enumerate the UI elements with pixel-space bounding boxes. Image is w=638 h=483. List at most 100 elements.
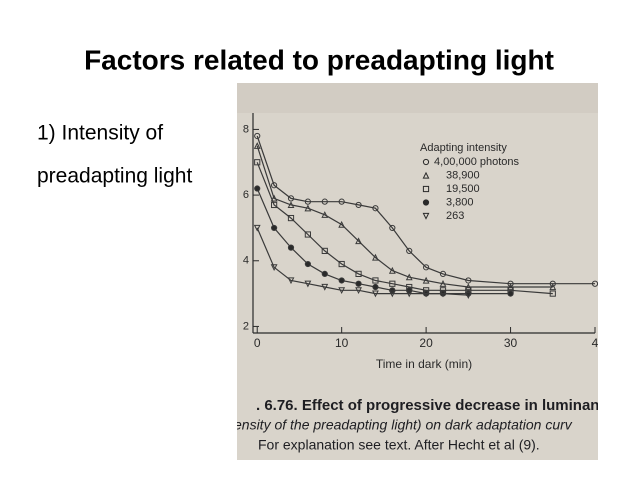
data-line <box>256 145 553 288</box>
marker <box>422 290 430 298</box>
marker <box>388 266 396 274</box>
marker <box>321 247 328 255</box>
marker <box>406 247 413 255</box>
marker <box>422 171 430 179</box>
marker <box>372 205 379 212</box>
photo <box>237 83 598 460</box>
marker <box>464 292 472 299</box>
x-tick-label: 30 <box>504 336 518 350</box>
legend-title: Adapting intensity <box>420 142 507 154</box>
y-tick-label: 2 <box>243 320 249 332</box>
marker <box>254 132 261 140</box>
marker <box>287 214 295 222</box>
marker <box>422 276 430 284</box>
marker <box>372 283 379 291</box>
marker <box>254 185 261 192</box>
marker <box>406 287 413 294</box>
y-tick-label: 8 <box>243 123 249 135</box>
legend-label: 263 <box>446 210 464 222</box>
marker <box>422 199 430 206</box>
legend-label: 4,00,000 photons <box>434 156 520 168</box>
data-line <box>256 162 553 295</box>
marker <box>304 260 311 268</box>
marker <box>321 198 328 205</box>
x-tick-label: 4 <box>592 336 599 350</box>
marker <box>549 290 556 297</box>
marker <box>355 270 362 277</box>
marker <box>270 194 278 202</box>
marker <box>321 270 328 277</box>
caption: ensity of the preadapting light) on dark… <box>234 417 573 433</box>
y-tick-label: 6 <box>243 189 249 201</box>
marker <box>422 158 430 166</box>
marker <box>405 273 413 281</box>
marker <box>439 280 447 287</box>
marker <box>287 201 295 209</box>
data-line <box>256 135 595 285</box>
legend-label: 3,800 <box>446 196 474 208</box>
caption: . 6.76. Effect of progressive decrease i… <box>256 397 608 414</box>
marker <box>355 280 362 287</box>
legend-label: 38,900 <box>446 169 480 181</box>
marker <box>287 244 295 251</box>
marker <box>287 195 295 202</box>
marker <box>271 182 278 189</box>
x-tick-label: 20 <box>419 336 433 350</box>
figure: . 6.76. Effect of progressive decrease i… <box>234 83 608 453</box>
marker <box>405 290 413 298</box>
marker <box>271 201 278 209</box>
marker <box>591 280 598 287</box>
marker <box>422 212 430 220</box>
marker <box>355 201 362 209</box>
marker <box>422 185 430 193</box>
marker <box>321 283 329 291</box>
slide-title: Factors related to preadapting light <box>84 44 554 75</box>
marker <box>338 277 345 284</box>
marker <box>254 159 261 166</box>
marker <box>423 264 430 271</box>
marker <box>271 224 278 232</box>
marker <box>388 290 396 298</box>
legend-label: 19,500 <box>446 183 480 195</box>
x-tick-label: 10 <box>335 336 349 350</box>
marker <box>439 290 447 298</box>
body-text: 1) Intensity of <box>37 122 163 145</box>
marker <box>287 277 295 285</box>
marker <box>338 198 345 205</box>
marker <box>464 283 472 291</box>
marker <box>253 224 261 232</box>
marker <box>338 260 345 268</box>
marker <box>389 287 396 294</box>
marker <box>270 264 278 272</box>
marker <box>507 280 514 287</box>
data-line <box>256 227 469 296</box>
marker <box>304 280 312 288</box>
marker <box>507 283 514 291</box>
marker <box>549 283 557 291</box>
marker <box>338 220 346 228</box>
marker <box>465 277 472 284</box>
body-text: preadapting light <box>37 165 192 188</box>
marker <box>355 237 362 245</box>
x-axis-label: Time in dark (min) <box>376 357 472 371</box>
marker <box>304 198 311 205</box>
marker <box>372 290 379 298</box>
marker <box>389 224 396 232</box>
marker <box>389 280 396 287</box>
marker <box>439 270 447 277</box>
x-tick-label: 0 <box>254 336 261 350</box>
photo-shade <box>237 83 598 113</box>
marker <box>304 204 312 212</box>
marker <box>372 277 379 284</box>
marker <box>321 211 329 218</box>
marker <box>355 287 362 295</box>
y-tick-label: 4 <box>243 255 249 267</box>
caption: For explanation see text. After Hecht et… <box>258 437 540 453</box>
marker <box>338 287 346 295</box>
marker <box>507 290 514 297</box>
marker <box>372 253 379 261</box>
marker <box>549 280 556 287</box>
marker <box>304 231 311 238</box>
marker <box>253 142 261 149</box>
